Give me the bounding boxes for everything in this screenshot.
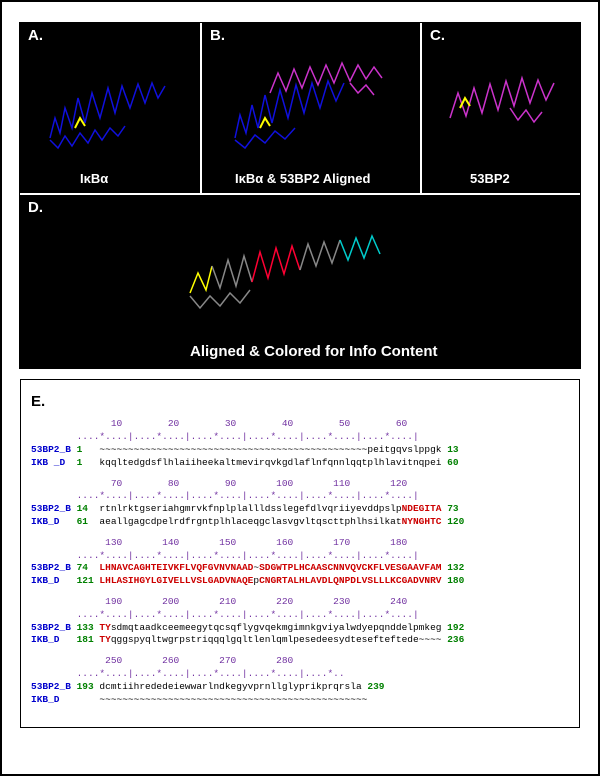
end-number: 120 (442, 516, 465, 527)
end-number: 132 (442, 562, 465, 573)
ruler-marks: ....*....|....*....|....*....|....*....|… (31, 550, 569, 563)
sequence-name: 53BP2_B (31, 622, 77, 633)
end-number: 236 (442, 634, 465, 645)
start-number: 74 (77, 562, 100, 573)
sequence-row: 53BP2_B 74 LHNAVCAGHTEIVKFLVQFGVNVNAAD~S… (31, 562, 569, 575)
sequence-segment: NYNGHTC (402, 516, 442, 527)
sequence-name: IKB_D (31, 634, 77, 645)
structure-d-colored (150, 208, 450, 338)
sequence-row: IKB_D 121 LHLASIHGYLGIVELLVSLGADVNAQEpCN… (31, 575, 569, 588)
alignment-block: 190 200 210 220 230 240 ....*....|....*.… (31, 596, 569, 647)
sequence-name: IKB_D (31, 694, 77, 705)
sequence-segment: ~~~~~~~~~~~~~~~~~~~~~~~~~~~~~~~~~~~~~~~~… (99, 444, 367, 455)
ruler-numbers: 10 20 30 40 50 60 (31, 418, 569, 431)
sequence-name: 53BP2_B (31, 681, 77, 692)
sequence-segment: aeallgagcdpelrdfrgntplhlaceqgclasvgvltqs… (99, 516, 401, 527)
alignment-container: 10 20 30 40 50 60 ....*....|....*....|..… (31, 418, 569, 706)
sequence-row: 53BP2_B 1 ~~~~~~~~~~~~~~~~~~~~~~~~~~~~~~… (31, 444, 569, 457)
panel-label-b: B. (210, 27, 225, 44)
sequence-segment: kqqltedgdsflhlaiiheekaltmevirqvkgdlaflnf… (99, 457, 441, 468)
structure-d-label: Aligned & Colored for Info Content (190, 343, 437, 364)
sequence-segment: CNGRTALHLAVDLQNPDLVSLLLKCGADVNRV (259, 575, 441, 586)
start-number: 121 (77, 575, 100, 586)
ruler-marks: ....*....|....*....|....*....|....*....|… (31, 609, 569, 622)
divider (200, 23, 202, 193)
alignment-block: 250 260 270 280 ....*....|....*....|....… (31, 655, 569, 706)
sequence-row: IKB_D 181 TYqggspyqltwgrpstriqqqlgqltlen… (31, 634, 569, 647)
structure-c-label: 53BP2 (470, 171, 510, 364)
sequence-name: IKB_D (31, 575, 77, 586)
end-number: 239 (362, 681, 385, 692)
sequence-segment: e~~~~ (413, 634, 442, 645)
structure-a-label: IκBα (80, 171, 108, 364)
start-number: 193 (77, 681, 100, 692)
ruler-numbers: 70 80 90 100 110 120 (31, 478, 569, 491)
sequence-name: 53BP2_B (31, 444, 77, 455)
sequence-segment: NDEGITA (402, 503, 442, 514)
end-number: 13 (442, 444, 459, 455)
end-number: 60 (441, 457, 458, 468)
sequence-name: IKB _D (31, 457, 77, 468)
panel-label-d: D. (28, 199, 43, 216)
sequence-segment: qggspyqltwgrpstriqqqlgqltlenlqmlpesedees… (111, 634, 413, 645)
sequence-row: 53BP2_B 133 TYsdmqtaadkceemeegytqcsqflyg… (31, 622, 569, 635)
sequence-segment: TY (99, 622, 110, 633)
start-number: 61 (77, 516, 100, 527)
sequence-alignment-panel: E. 10 20 30 40 50 60 ....*....|....*....… (20, 379, 580, 728)
ruler-numbers: 190 200 210 220 230 240 (31, 596, 569, 609)
sequence-segment: sdmqtaadkceemeegytqcsqflygvqekmgimnkgviy… (111, 622, 442, 633)
sequence-segment: ~~~~~~~~~~~~~~~~~~~~~~~~~~~~~~~~~~~~~~~~… (99, 694, 367, 705)
panel-label-e: E. (31, 392, 569, 412)
panel-label-a: A. (28, 27, 43, 44)
structure-b-aligned (210, 43, 410, 168)
sequence-segment: rtnlrktgseriahgmrvkfnplplallldsslegefdlv… (99, 503, 401, 514)
sequence-name: IKB_D (31, 516, 77, 527)
sequence-row: IKB_D ~~~~~~~~~~~~~~~~~~~~~~~~~~~~~~~~~~… (31, 694, 569, 707)
start-number: 14 (77, 503, 100, 514)
end-number: 180 (442, 575, 465, 586)
ruler-marks: ....*....|....*....|....*....|....*....|… (31, 431, 569, 444)
start-number: 1 (77, 444, 100, 455)
end-number: 73 (442, 503, 459, 514)
alignment-block: 70 80 90 100 110 120 ....*....|....*....… (31, 478, 569, 529)
alignment-block: 130 140 150 160 170 180 ....*....|....*.… (31, 537, 569, 588)
sequence-row: 53BP2_B 193 dcmtiihrededeiewwarlndkegyvp… (31, 681, 569, 694)
structure-a-ikba (30, 48, 190, 168)
sequence-segment: dcmtiihrededeiewwarlndkegyvprnllglyprikp… (99, 681, 361, 692)
panel-label-c: C. (430, 27, 445, 44)
sequence-name: 53BP2_B (31, 562, 77, 573)
sequence-row: IKB _D 1 kqqltedgdsflhlaiiheekaltmevirqv… (31, 457, 569, 470)
sequence-segment: LHNAVCAGHTEIVKFLVQFGVNVNAAD (99, 562, 253, 573)
start-number: 181 (77, 634, 100, 645)
start-number: 133 (77, 622, 100, 633)
alignment-block: 10 20 30 40 50 60 ....*....|....*....|..… (31, 418, 569, 469)
ruler-numbers: 250 260 270 280 (31, 655, 569, 668)
structure-figure-panel: A. B. C. D. IκBα IκBα & 53BP2 Aligned (19, 22, 581, 369)
ruler-marks: ....*....|....*....|....*....|....*....|… (31, 668, 569, 681)
divider (420, 23, 422, 193)
ruler-marks: ....*....|....*....|....*....|....*....|… (31, 490, 569, 503)
sequence-segment: peitgqvslppgk (367, 444, 441, 455)
structure-c-53bp2 (430, 48, 570, 168)
start-number (77, 694, 100, 705)
end-number: 192 (441, 622, 464, 633)
sequence-row: 53BP2_B 14 rtnlrktgseriahgmrvkfnplplalll… (31, 503, 569, 516)
start-number: 1 (77, 457, 100, 468)
sequence-row: IKB_D 61 aeallgagcdpelrdfrgntplhlaceqgcl… (31, 516, 569, 529)
sequence-segment: SDGWTPLHCAASCNNVQVCKFLVESGAAVFAM (259, 562, 441, 573)
sequence-name: 53BP2_B (31, 503, 77, 514)
sequence-segment: LHLASIHGYLGIVELLVSLGADVNAQE (99, 575, 253, 586)
sequence-segment: TY (99, 634, 110, 645)
ruler-numbers: 130 140 150 160 170 180 (31, 537, 569, 550)
